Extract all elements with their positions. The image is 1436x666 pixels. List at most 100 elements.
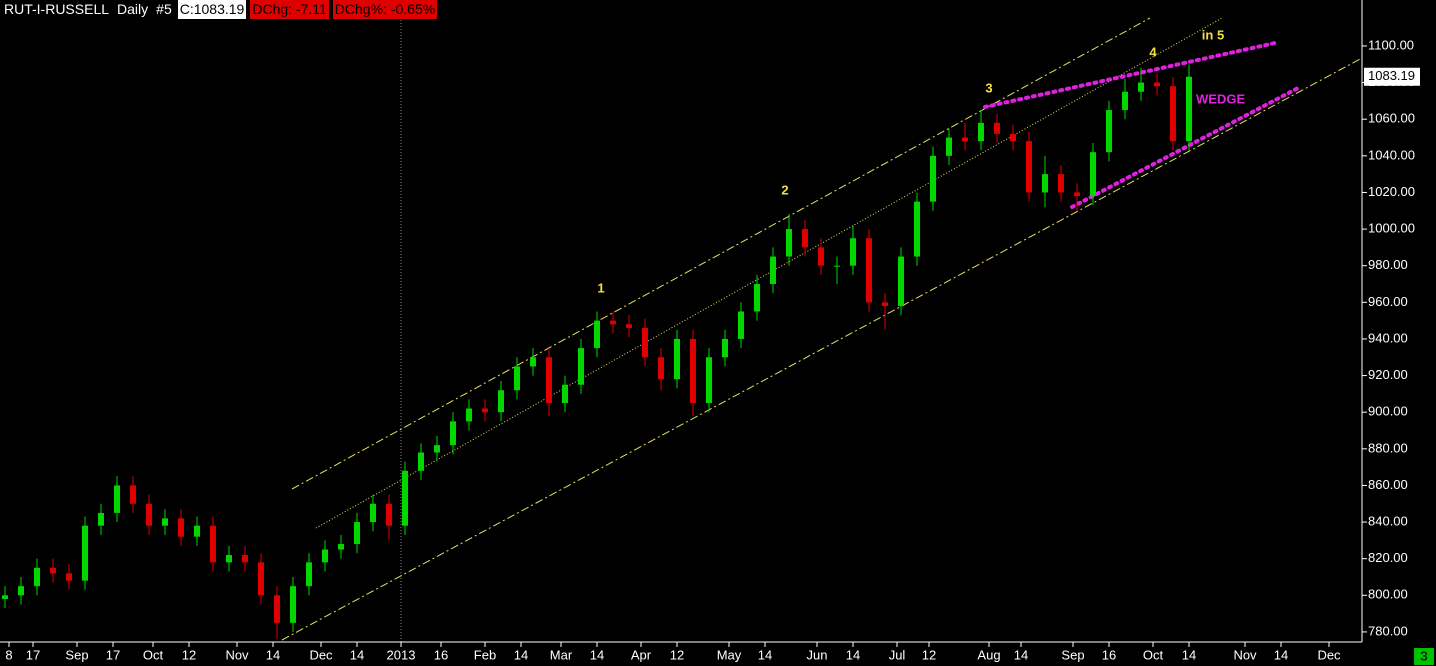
candle-body: [1154, 82, 1160, 87]
candle-body: [898, 256, 904, 306]
candle-body: [978, 122, 984, 142]
candle-body: [66, 573, 72, 581]
candle-body: [770, 256, 776, 285]
symbol: RUT-I-RUSSELL: [4, 1, 110, 17]
candle-body: [1074, 192, 1080, 197]
wedge-top: [983, 41, 1277, 109]
candle-body: [226, 555, 232, 563]
candle-body: [994, 122, 1000, 134]
y-tick-label: 1000.00: [1368, 221, 1415, 236]
x-tick-label: Nov: [1233, 647, 1257, 662]
x-tick-label: 17: [26, 647, 40, 662]
last-price-label: 1083.19: [1368, 68, 1415, 83]
candle-body: [1122, 91, 1128, 111]
candle-body: [802, 229, 808, 248]
candle-body: [274, 595, 280, 623]
wedge-bottom: [1070, 85, 1302, 209]
candle-body: [850, 238, 856, 266]
y-tick-label: 920.00: [1368, 367, 1408, 382]
candle-body: [306, 562, 312, 587]
x-tick-label: Aug: [977, 647, 1000, 662]
x-tick-label: 14: [1274, 647, 1288, 662]
x-tick-label: 14: [758, 647, 772, 662]
close-box: C:1083.19: [177, 0, 247, 19]
x-tick-label: 14: [266, 647, 280, 662]
candle-body: [786, 229, 792, 257]
corner-badge-text: 3: [1420, 648, 1427, 663]
candle-body: [178, 518, 184, 537]
wave-labels: 1 2 3 4 in 5: [597, 27, 1224, 295]
candle-body: [1026, 141, 1032, 193]
candle-body: [626, 324, 632, 328]
candle-body: [290, 586, 296, 623]
candle-body: [450, 421, 456, 446]
candle-body: [498, 390, 504, 413]
candle-body: [530, 357, 536, 367]
candle-body: [1138, 82, 1144, 92]
candle-body: [434, 445, 440, 453]
x-tick-label: 14: [590, 647, 604, 662]
price-axis-bg: [1362, 0, 1436, 666]
candle-body: [1106, 110, 1112, 153]
candle-body: [194, 525, 200, 537]
candle-body: [866, 238, 872, 303]
x-tick-label: Mar: [550, 647, 573, 662]
change-box: DChg: -7.11: [250, 0, 329, 19]
x-tick-label: 17: [106, 647, 120, 662]
x-tick-label: Oct: [1143, 647, 1164, 662]
wedge: [983, 41, 1302, 209]
y-tick-label: 1100.00: [1368, 37, 1414, 52]
candle-body: [18, 586, 24, 596]
x-tick-label: Sep: [65, 647, 88, 662]
x-tick-label: Apr: [631, 647, 652, 662]
x-tick-label: Jun: [807, 647, 828, 662]
candle-body: [594, 320, 600, 349]
y-tick-label: 1020.00: [1368, 184, 1415, 199]
candle-body: [658, 357, 664, 380]
candle-body: [834, 265, 840, 267]
candle-body: [402, 470, 408, 526]
candles: [2, 64, 1192, 640]
x-tick-label: Oct: [143, 647, 164, 662]
candle-body: [322, 549, 328, 563]
x-tick-label: 14: [350, 647, 364, 662]
candle-body: [114, 485, 120, 513]
candle-body: [578, 348, 584, 385]
wave-label: in 5: [1202, 27, 1224, 42]
candle-body: [162, 518, 168, 526]
channel-top: [291, 17, 1151, 490]
candle-body: [610, 320, 616, 325]
y-tick-label: 980.00: [1368, 257, 1408, 272]
candle-body: [338, 544, 344, 550]
candle-body: [98, 512, 104, 526]
wave-label: 4: [1149, 44, 1157, 59]
chart-id: #5: [156, 1, 172, 17]
channel-mid: [315, 17, 1223, 529]
candle-body: [546, 357, 552, 404]
candle-body: [690, 338, 696, 404]
y-tick-label: 1040.00: [1368, 147, 1415, 162]
candle-body: [2, 595, 8, 599]
candle-body: [418, 452, 424, 471]
last-price-box: [1364, 67, 1420, 86]
candle-body: [258, 562, 264, 596]
y-tick-label: 880.00: [1368, 440, 1408, 455]
candle-body: [50, 567, 56, 574]
pattern-label: WEDGE: [1196, 91, 1245, 106]
candle-body: [466, 408, 472, 422]
y-tick-label: 1060.00: [1368, 111, 1415, 126]
x-tick-label: Jul: [889, 647, 906, 662]
wave-label: 2: [781, 182, 788, 197]
y-tick-label: 900.00: [1368, 404, 1408, 419]
y-tick-label: 820.00: [1368, 550, 1408, 565]
candle-body: [946, 137, 952, 156]
candle-body: [354, 522, 360, 545]
candle-body: [146, 503, 152, 526]
candle-body: [34, 567, 40, 587]
x-tick-label: 14: [846, 647, 860, 662]
x-tick-label: 14: [514, 647, 528, 662]
x-tick-label: 2013: [387, 647, 416, 662]
candle-body: [242, 555, 248, 563]
candle-body: [722, 338, 728, 358]
